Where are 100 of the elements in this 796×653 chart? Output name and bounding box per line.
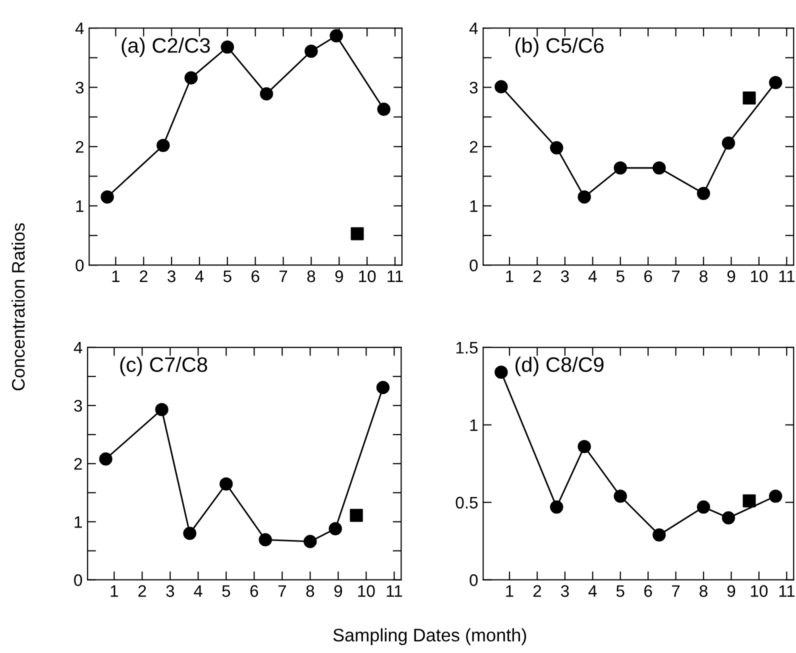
point (377, 102, 390, 116)
x-tick-label: 11 (779, 270, 795, 282)
x-tick-label: 3 (168, 270, 176, 282)
x-tick-label: 6 (644, 270, 652, 282)
x-tick-label: 5 (616, 585, 624, 597)
x-tick-label: 7 (672, 585, 680, 597)
x-tick-label: 9 (727, 585, 736, 597)
x-tick-label: 2 (140, 270, 148, 282)
point (258, 533, 272, 546)
y-tick-label: 1.5 (456, 342, 478, 354)
x-tick-label: 2 (533, 585, 542, 597)
x-tick-label: 3 (560, 585, 569, 597)
y-tick-label: 2 (76, 141, 84, 153)
point (330, 29, 343, 42)
point (304, 534, 317, 548)
x-tick-label: 8 (700, 585, 708, 597)
x-tick-label: 3 (560, 270, 569, 282)
point (742, 494, 756, 508)
point (696, 186, 710, 200)
x-tick-label: 5 (223, 270, 232, 282)
point (578, 440, 591, 454)
x-tick-label: 7 (672, 270, 680, 282)
x-tick-label: 2 (533, 270, 542, 282)
chart-title: (c) C7/C8 (120, 356, 208, 376)
point (494, 80, 508, 94)
y-tick-label: 0 (74, 574, 82, 586)
y-tick-label: 3 (76, 82, 84, 94)
x-tick-label: 4 (194, 585, 202, 597)
point (769, 490, 782, 503)
y-tick-label: 3 (74, 400, 82, 412)
point (652, 161, 666, 175)
point (376, 380, 390, 394)
x-tick-label: 8 (306, 585, 314, 597)
x-axis-title: Sampling Dates (month) (333, 628, 526, 646)
x-tick-label: 4 (588, 585, 597, 597)
point (99, 452, 112, 466)
x-tick-label: 7 (278, 585, 286, 597)
x-tick-label: 10 (750, 270, 768, 282)
y-tick-label: 0.5 (456, 496, 478, 509)
x-tick-label: 10 (358, 585, 375, 597)
point (155, 402, 168, 416)
y-tick-label: 4 (74, 342, 82, 354)
y-tick-label: 3 (470, 82, 478, 94)
point (100, 190, 114, 204)
y-tick-label: 0 (76, 260, 84, 272)
x-tick-label: 6 (250, 585, 258, 597)
point (304, 44, 318, 58)
x-tick-label: 5 (222, 585, 230, 597)
x-tick-label: 3 (166, 585, 174, 597)
x-tick-label: 6 (252, 270, 260, 282)
y-tick-label: 2 (470, 141, 478, 153)
x-tick-label: 10 (359, 270, 376, 282)
point (350, 227, 364, 240)
x-tick-label: 9 (335, 270, 343, 282)
point (156, 138, 170, 152)
chart-title: (a) C2/C3 (122, 38, 210, 57)
x-tick-label: 9 (727, 270, 736, 282)
x-tick-label: 7 (279, 270, 288, 282)
y-tick-label: 0 (470, 260, 478, 272)
point (184, 71, 198, 84)
point (722, 136, 736, 150)
point (220, 40, 234, 54)
point (550, 500, 564, 514)
x-tick-label: 8 (700, 270, 708, 282)
point (578, 190, 591, 204)
y-tick-label: 4 (75, 22, 84, 34)
point (722, 511, 736, 524)
y-tick-label: 2 (74, 458, 82, 470)
point (220, 477, 233, 491)
y-tick-label: 4 (469, 22, 478, 34)
x-tick-label: 5 (616, 270, 624, 282)
chart-title: (b) C5/C6 (516, 38, 604, 57)
point (550, 141, 564, 154)
point (494, 366, 508, 379)
point (328, 522, 342, 536)
x-tick-label: 9 (334, 585, 342, 597)
x-tick-label: 10 (750, 585, 768, 597)
x-tick-label: 2 (138, 585, 146, 597)
x-tick-label: 11 (779, 585, 795, 597)
y-tick-label: 1 (470, 419, 478, 431)
x-tick-label: 1 (110, 585, 118, 597)
y-tick-label: 1 (470, 200, 478, 212)
x-tick-label: 1 (112, 270, 120, 282)
y-tick-label: 1 (74, 516, 82, 528)
point (769, 76, 782, 90)
x-tick-label: 8 (307, 270, 316, 282)
chart-title: (d) C8/C9 (516, 356, 604, 376)
y-tick-label: 1 (76, 200, 84, 212)
point (350, 508, 363, 522)
x-tick-label: 11 (388, 270, 403, 282)
point (652, 528, 666, 542)
point (260, 87, 274, 100)
y-tick-label: 0 (470, 574, 478, 586)
point (183, 526, 196, 540)
y-axis-title: Concentration Ratios (11, 223, 25, 390)
x-tick-label: 1 (506, 270, 514, 282)
point (614, 161, 627, 175)
x-tick-label: 4 (588, 270, 597, 282)
point (614, 490, 627, 503)
x-tick-label: 4 (195, 270, 204, 282)
